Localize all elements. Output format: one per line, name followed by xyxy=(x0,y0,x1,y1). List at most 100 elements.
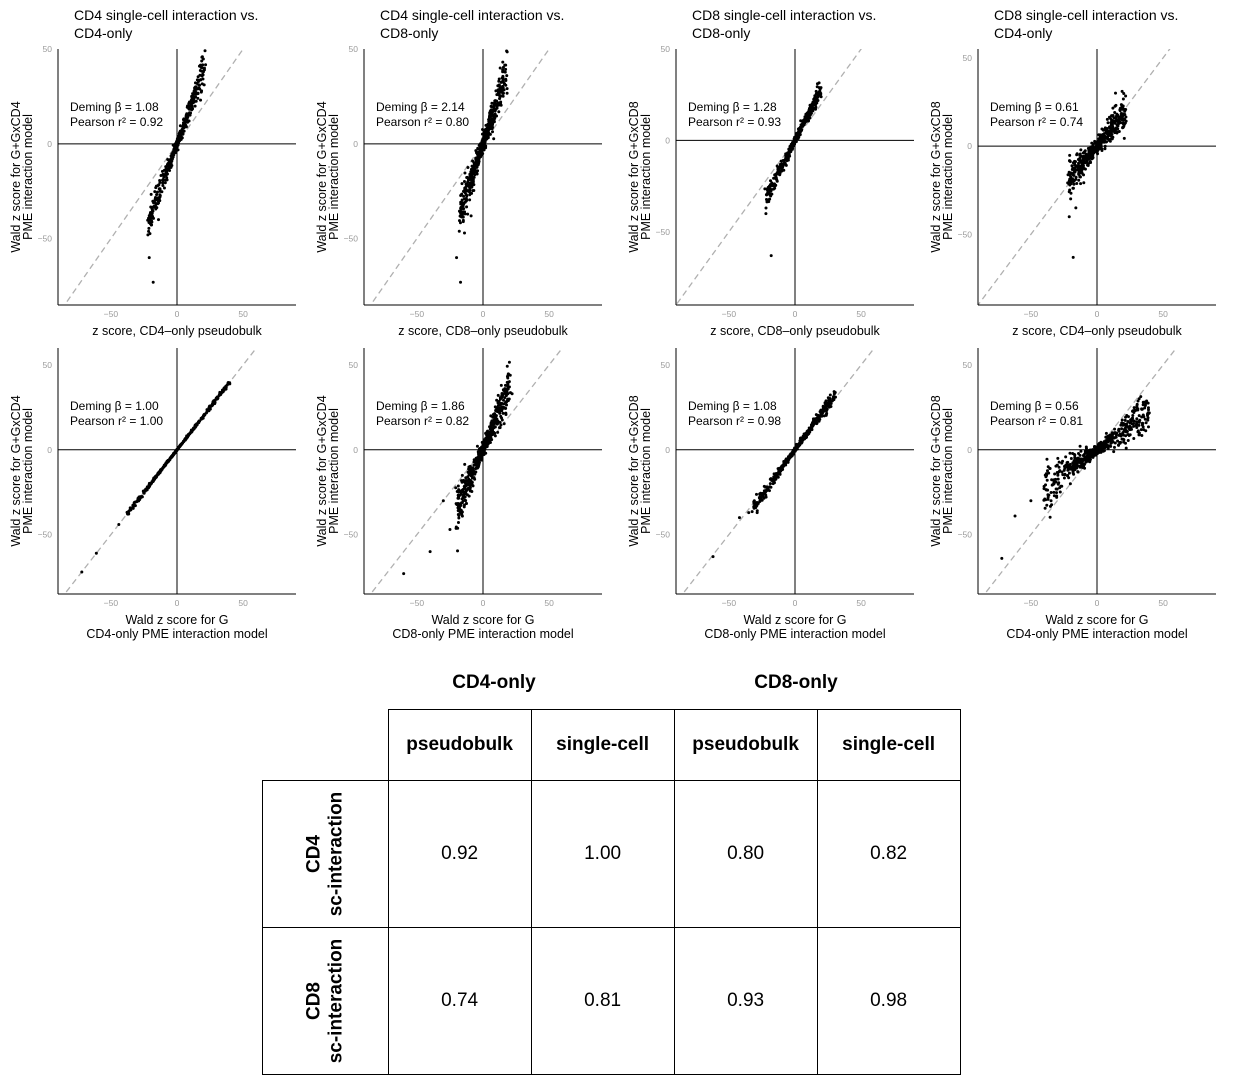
scatter-point xyxy=(461,220,465,224)
scatter-point xyxy=(1097,133,1101,137)
scatter-point xyxy=(465,198,469,202)
scatter-point xyxy=(482,443,486,447)
scatter-point xyxy=(126,512,130,516)
scatter-point xyxy=(193,425,197,429)
identity-line xyxy=(63,348,258,594)
scatter-point xyxy=(154,207,158,211)
scatter-point xyxy=(780,467,784,471)
scatter-point xyxy=(1083,451,1087,455)
y-tick-label: −50 xyxy=(344,530,359,540)
scatter-point xyxy=(1126,415,1130,419)
scatter-point xyxy=(815,85,819,89)
scatter-point xyxy=(468,193,472,197)
y-tick-label: 50 xyxy=(349,44,359,54)
y-tick-label: 50 xyxy=(661,44,671,54)
scatter-point xyxy=(497,409,501,413)
scatter-point xyxy=(1058,490,1062,494)
scatter-point xyxy=(815,96,819,100)
column-group-cd8-only: CD8-only xyxy=(754,672,838,693)
scatter-point xyxy=(1056,482,1060,486)
x-tick-label: −50 xyxy=(410,598,425,608)
scatter-point xyxy=(798,436,802,440)
scatter-panel: CD8 single-cell interaction vs. CD4-only −… xyxy=(929,7,1216,338)
scatter-point xyxy=(165,461,169,465)
y-tick-label: −50 xyxy=(958,530,973,540)
scatter-point xyxy=(1048,467,1052,471)
scatter-point xyxy=(501,91,505,95)
scatter-point xyxy=(1045,503,1049,507)
scatter-point xyxy=(497,84,501,88)
scatter-point xyxy=(489,431,493,435)
x-tick-label: −50 xyxy=(722,598,737,608)
r2-summary-table: pseudobulk single-cell pseudobulk single… xyxy=(262,709,961,1075)
x-tick-label: 50 xyxy=(1158,309,1168,319)
scatter-point xyxy=(143,489,147,493)
scatter-point xyxy=(1136,399,1140,403)
scatter-point xyxy=(139,495,143,499)
scatter-point xyxy=(787,151,791,155)
scatter-point xyxy=(1143,406,1147,410)
scatter-point xyxy=(471,467,475,471)
y-axis-label: PME interaction model xyxy=(327,114,341,240)
scatter-point xyxy=(1111,440,1115,444)
scatter-point xyxy=(500,76,504,80)
scatter-point xyxy=(502,422,506,426)
scatter-point xyxy=(1075,466,1079,470)
scatter-point xyxy=(474,151,478,155)
scatter-point xyxy=(458,504,462,508)
row-header-line: CD8 xyxy=(303,982,325,1021)
scatter-point xyxy=(1137,397,1141,401)
scatter-point xyxy=(798,442,802,446)
scatter-point xyxy=(774,472,778,476)
scatter-point xyxy=(768,188,772,192)
scatter-point xyxy=(1054,477,1058,481)
scatter-point xyxy=(441,499,445,503)
scatter-point xyxy=(158,193,162,197)
scatter-point xyxy=(1075,182,1079,186)
scatter-point xyxy=(796,131,800,135)
scatter-point xyxy=(1139,395,1143,399)
scatter-point xyxy=(199,98,203,102)
scatter-point xyxy=(505,403,509,407)
scatter-point xyxy=(460,513,464,517)
x-tick-label: 0 xyxy=(175,598,180,608)
scatter-point xyxy=(469,182,473,186)
x-tick-label: 0 xyxy=(793,309,798,319)
x-tick-label: 50 xyxy=(856,309,866,319)
scatter-point xyxy=(469,173,473,177)
scatter-point xyxy=(819,412,823,416)
y-tick-label: 0 xyxy=(47,445,52,455)
scatter-point xyxy=(154,184,158,188)
scatter-point xyxy=(182,123,186,127)
scatter-point xyxy=(487,124,491,128)
x-tick-label: 50 xyxy=(238,309,248,319)
scatter-point xyxy=(152,478,156,482)
y-tick-label: 0 xyxy=(967,141,972,151)
scatter-point xyxy=(793,138,797,142)
scatter-point xyxy=(505,50,509,54)
scatter-point xyxy=(147,226,151,230)
scatter-point xyxy=(501,86,505,90)
scatter-point xyxy=(501,94,505,98)
scatter-point xyxy=(464,481,468,485)
scatter-point xyxy=(224,385,228,389)
scatter-point xyxy=(762,484,766,488)
scatter-point xyxy=(146,233,150,237)
scatter-point xyxy=(496,393,500,397)
scatter-point xyxy=(477,457,481,461)
scatter-point xyxy=(202,414,206,418)
scatter-point xyxy=(1111,125,1115,129)
scatter-point xyxy=(1132,424,1136,428)
scatter-point xyxy=(1060,461,1064,465)
scatter-point xyxy=(1107,138,1111,142)
scatter-point xyxy=(468,465,472,469)
scatter-point xyxy=(197,79,201,83)
scatter-point xyxy=(176,136,180,140)
scatter-point xyxy=(501,411,505,415)
scatter-point xyxy=(1111,106,1115,110)
scatter-point xyxy=(828,399,832,403)
scatter-point xyxy=(768,184,772,188)
points-group xyxy=(402,360,514,576)
scatter-point xyxy=(471,180,475,184)
x-axis-label: z score, CD8–only pseudobulk xyxy=(398,324,568,338)
